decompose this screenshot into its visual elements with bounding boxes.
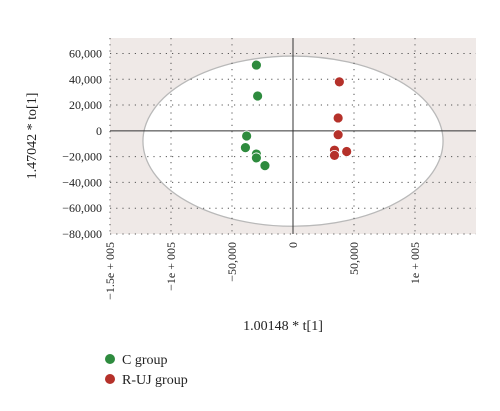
y-tick-label: −20,000 (62, 150, 102, 164)
grid-lines (109, 38, 476, 235)
legend: C group R-UJ group (105, 353, 188, 388)
point-r-uj-group (341, 146, 353, 157)
point-c-group (250, 152, 262, 164)
y-tick-label: 0 (96, 124, 102, 138)
legend-swatch-c-group (105, 354, 115, 364)
y-tick-label: 20,000 (69, 98, 102, 112)
x-tick-label: 50,000 (347, 242, 361, 275)
x-tick-label: 1e + 005 (408, 242, 422, 284)
point-r-uj-group (332, 112, 344, 124)
point-c-group (250, 59, 262, 71)
y-tick-label: −40,000 (62, 175, 102, 189)
legend-swatch-r-uj-group (105, 374, 115, 384)
x-axis-label: 1.00148 * t[1] (243, 319, 323, 334)
point-r-uj-group (332, 129, 344, 141)
y-tick-label: 60,000 (69, 46, 102, 60)
point-c-group (241, 130, 253, 142)
x-tick-labels: −1.5e + 005 −1e + 005 −50,000 0 50,000 1e + 0… (103, 242, 422, 300)
legend-label-r-uj-group: R-UJ group (122, 373, 188, 388)
point-c-group (252, 90, 264, 102)
zero-axes (110, 38, 476, 234)
y-tick-label: −80,000 (62, 227, 102, 241)
legend-label-c-group: C group (122, 353, 168, 368)
y-tick-label: 40,000 (69, 72, 102, 86)
data-points (240, 59, 353, 172)
y-axis-label: 1.47042 * to[1] (25, 93, 40, 180)
point-r-uj-group (329, 149, 340, 161)
y-tick-labels: 60,000 40,000 20,000 0 −20,000 −40,000 −60,000… (62, 46, 102, 241)
x-tick-label: −1.5e + 005 (103, 242, 117, 300)
x-tick-label: −1e + 005 (164, 242, 178, 291)
x-tick-label: −50,000 (225, 242, 239, 282)
point-c-group (259, 160, 271, 172)
y-tick-label: −60,000 (62, 201, 102, 215)
point-c-group (240, 142, 251, 154)
point-r-uj-group (333, 76, 345, 88)
x-tick-label: 0 (286, 242, 300, 248)
